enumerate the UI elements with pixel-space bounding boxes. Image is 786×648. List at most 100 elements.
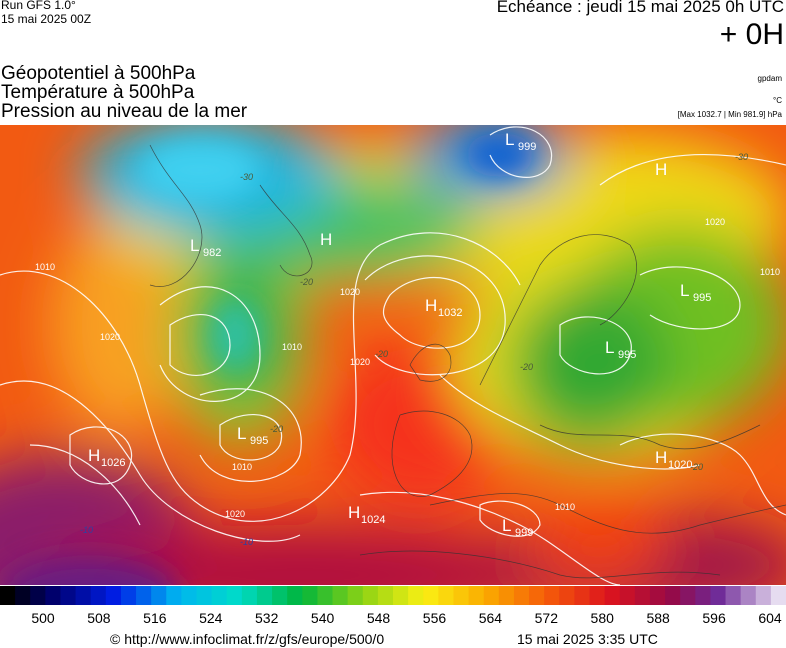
pressure-center-letter: H	[348, 503, 360, 522]
colorbar-swatch	[680, 586, 696, 605]
contour-label: -10	[240, 537, 253, 547]
unit-label: [Max 1032.7 | Min 981.9] hPa	[677, 110, 782, 119]
colorbar-label: 604	[758, 610, 782, 626]
contour-label: 1020	[100, 332, 120, 342]
colorbar-label: 564	[479, 610, 503, 626]
colorbar-swatch	[498, 586, 515, 605]
colorbar-swatch	[589, 586, 606, 605]
colorbar-swatch	[105, 586, 122, 605]
colorbar-swatch	[166, 586, 182, 605]
contour-label: 1020	[225, 509, 245, 519]
pressure-center-letter: L	[605, 338, 614, 357]
pressure-center-value: 982	[203, 247, 221, 259]
contour-label: -10	[80, 525, 93, 535]
colorbar-swatch	[302, 586, 318, 605]
pressure-center-value: 1024	[361, 514, 385, 526]
colorbar-swatch	[408, 586, 424, 605]
colorbar-label: 580	[591, 610, 615, 626]
colorbar-swatch	[649, 586, 666, 605]
pressure-center-letter: H	[425, 296, 437, 315]
contour-label: -30	[735, 152, 748, 162]
colorbar-swatch	[559, 586, 575, 605]
colorbar-swatch	[347, 586, 364, 605]
colorbar-swatch	[45, 586, 61, 605]
colorbar-swatch	[438, 586, 454, 605]
colorbar-swatch	[90, 586, 107, 605]
colorbar-swatch	[604, 586, 621, 605]
colorbar-swatch	[634, 586, 651, 605]
colorbar-label: 596	[702, 610, 726, 626]
colorbar-swatch	[740, 586, 757, 605]
pressure-center-value: 995	[693, 292, 711, 304]
colorbar-swatch	[710, 586, 727, 605]
colorbar-swatch	[770, 586, 786, 605]
run-date: 15 mai 2025 00Z	[1, 12, 92, 26]
colorbar-swatch	[544, 586, 560, 605]
title-line: Température à 500hPa	[1, 82, 195, 103]
colorbar-swatch	[272, 586, 288, 605]
contour-label: -20	[270, 424, 283, 434]
colorbar-label: 508	[87, 610, 111, 626]
colorbar-swatch	[393, 586, 409, 605]
coastlines	[149, 144, 786, 579]
colorbar-label: 500	[31, 610, 55, 626]
pressure-center-value: 999	[515, 527, 533, 539]
pressure-center-letter: L	[190, 236, 199, 255]
pressure-center-value: 1032	[438, 307, 462, 319]
footer-date: 15 mai 2025 3:35 UTC	[517, 631, 658, 647]
contour-label: -20	[300, 277, 313, 287]
contour-label: -20	[375, 349, 388, 359]
colorbar-swatch	[136, 586, 152, 605]
colorbar-label: 524	[199, 610, 223, 626]
colorbar-swatch	[15, 586, 31, 605]
colorbar-swatch	[256, 586, 273, 605]
pressure-center-letter: L	[502, 516, 511, 535]
colorbar-label: 532	[255, 610, 279, 626]
temperature-field	[0, 125, 786, 585]
pressure-center-letter: L	[680, 281, 689, 300]
colorbar-swatch	[725, 586, 742, 605]
colorbar-swatch	[241, 586, 258, 605]
colorbar-swatch	[423, 586, 439, 605]
contour-label: -30	[240, 172, 253, 182]
colorbar-swatch	[483, 586, 500, 605]
colorbar-swatch	[151, 586, 167, 605]
pressure-center-letter: H	[88, 446, 100, 465]
title-line: Pression au niveau de la mer	[1, 101, 248, 122]
unit-label: °C	[773, 96, 782, 105]
pressure-center-value: 999	[518, 141, 536, 153]
contour-label: 1010	[760, 267, 780, 277]
contour-label: 1020	[340, 287, 360, 297]
colorbar-swatch	[317, 586, 334, 605]
colorbar-swatch	[120, 586, 137, 605]
colorbar-swatch	[695, 586, 711, 605]
colorbar-label: 556	[423, 610, 447, 626]
pressure-center-value: 1026	[101, 457, 125, 469]
colorbar-swatch	[665, 586, 681, 605]
pressure-center-value: 995	[618, 349, 636, 361]
colorbar-swatch	[362, 586, 379, 605]
contour-label: 1010	[282, 342, 302, 352]
forecast-offset: + 0H	[719, 18, 784, 51]
colorbar-swatch	[75, 586, 92, 605]
colorbar-swatch	[529, 586, 545, 605]
contour-label: 1010	[35, 262, 55, 272]
colorbar-swatch	[196, 586, 213, 605]
colorbar-swatch	[226, 586, 243, 605]
colorbar-label: 540	[311, 610, 335, 626]
colorbar-label: 588	[646, 610, 670, 626]
colorbar-label: 572	[535, 610, 559, 626]
pressure-center-letter: L	[505, 130, 514, 149]
contour-label: -20	[690, 462, 703, 472]
contour-label: 1020	[705, 217, 725, 227]
contour-label: 1010	[232, 462, 252, 472]
colorbar-swatch	[30, 586, 46, 605]
pressure-center-letter: H	[655, 448, 667, 467]
title-line: Géopotentiel à 500hPa	[1, 63, 196, 84]
pressure-center-value: 995	[250, 435, 268, 447]
colorbar-swatch	[377, 586, 394, 605]
pressure-center-letter: H	[655, 160, 667, 179]
colorbar-swatch	[211, 586, 228, 605]
